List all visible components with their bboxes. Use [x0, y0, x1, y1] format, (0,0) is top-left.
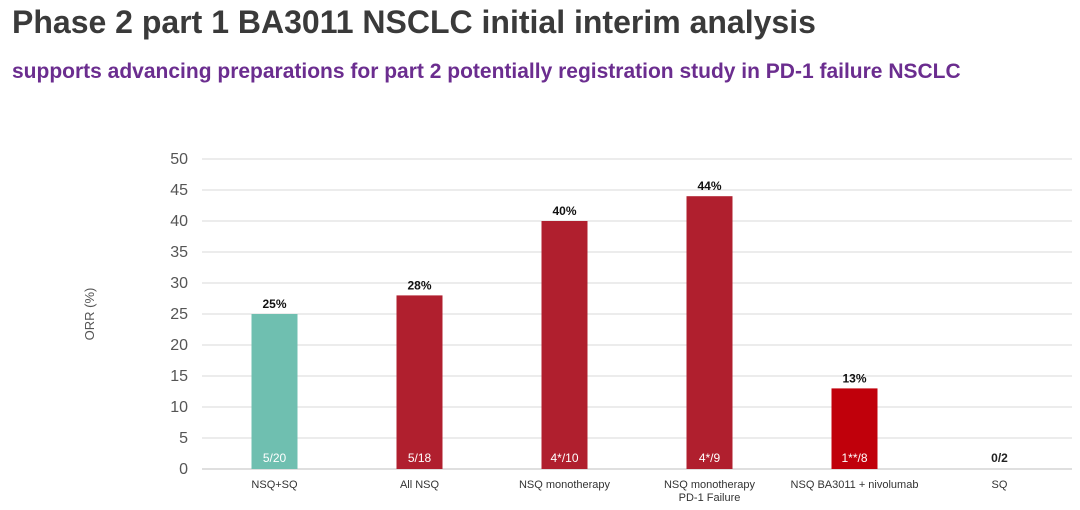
x-category-label: PD-1 Failure	[679, 492, 741, 504]
y-tick-label: 5	[179, 430, 188, 447]
bar	[686, 196, 733, 469]
bar-value-label: 13%	[842, 371, 866, 385]
bar-value-label: 44%	[697, 179, 721, 193]
y-tick-label: 50	[170, 151, 188, 168]
y-tick-label: 30	[170, 275, 188, 292]
bar-n-label: 0/2	[991, 451, 1008, 465]
y-tick-label: 40	[170, 213, 188, 230]
bar	[251, 314, 298, 469]
bar-n-label: 4*/10	[550, 451, 578, 465]
page-subtitle: supports advancing preparations for part…	[12, 60, 961, 83]
x-category-label: NSQ monotherapy	[664, 479, 756, 491]
bar-n-label: 5/18	[408, 451, 432, 465]
x-category-label: NSQ BA3011 + nivolumab	[791, 479, 919, 491]
bar-n-label: 4*/9	[699, 451, 721, 465]
bar-value-label: 28%	[407, 278, 431, 292]
x-category-label: NSQ monotherapy	[519, 479, 611, 491]
y-axis-label: ORR (%)	[82, 288, 97, 341]
bar	[541, 221, 588, 469]
bar-value-label: 25%	[262, 297, 286, 311]
bar-value-label: 40%	[552, 204, 576, 218]
x-category-label: All NSQ	[400, 479, 440, 491]
bar-n-label: 1**/8	[841, 451, 867, 465]
y-tick-label: 45	[170, 182, 188, 199]
y-tick-label: 25	[170, 306, 188, 323]
bar	[396, 295, 443, 469]
page-title: Phase 2 part 1 BA3011 NSCLC initial inte…	[12, 4, 816, 40]
y-tick-label: 15	[170, 368, 188, 385]
y-tick-label: 20	[170, 337, 188, 354]
bar-n-label: 5/20	[263, 451, 287, 465]
y-tick-label: 35	[170, 244, 188, 261]
x-category-label: SQ	[992, 479, 1008, 491]
y-tick-label: 10	[170, 399, 188, 416]
y-tick-label: 0	[179, 461, 188, 478]
bar	[831, 388, 878, 469]
x-category-label: NSQ+SQ	[251, 479, 298, 491]
